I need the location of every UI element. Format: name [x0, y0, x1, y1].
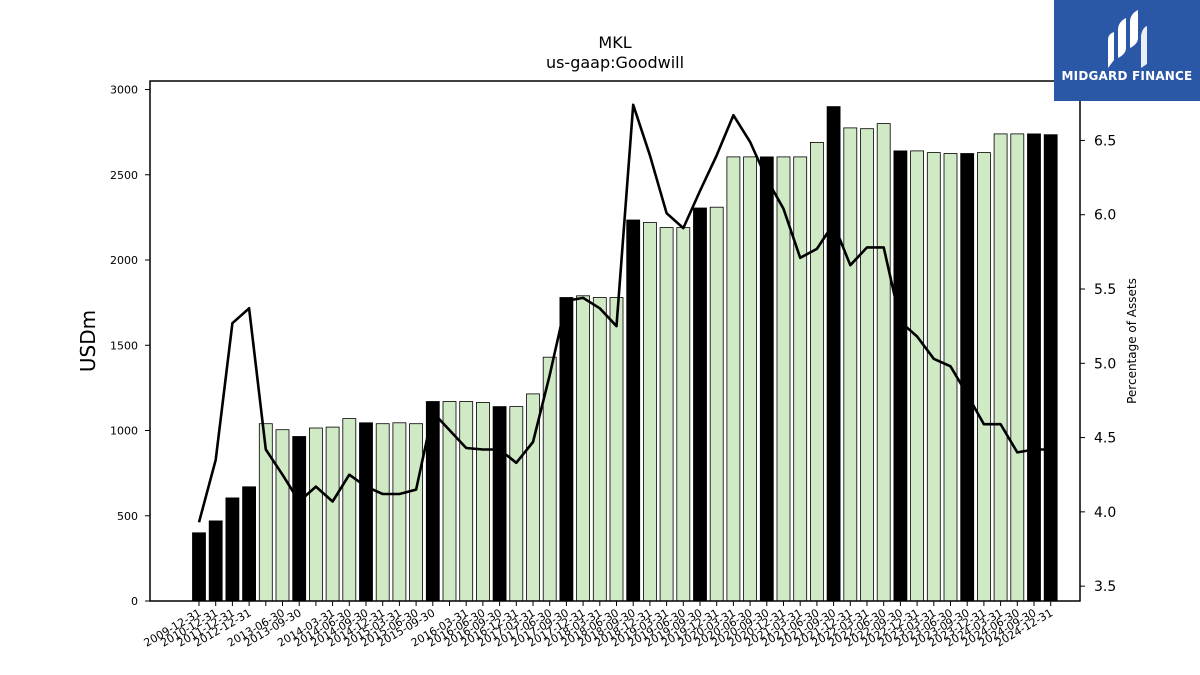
y2-tick-label: 6.5	[1094, 133, 1116, 149]
y-tick-label: 0	[131, 595, 138, 608]
chart-title: MKL	[598, 33, 632, 52]
bar	[960, 153, 975, 602]
bar	[1027, 133, 1041, 602]
y2-tick-label: 5.5	[1094, 282, 1116, 298]
bar	[993, 133, 1008, 602]
bar	[810, 141, 824, 602]
chart-subtitle: us-gaap:Goodwill	[545, 53, 685, 72]
bar	[876, 123, 891, 602]
bar	[275, 429, 290, 602]
bar	[392, 422, 407, 602]
y-tick-label: 1000	[110, 425, 138, 438]
y2-tick-label: 4.0	[1094, 505, 1116, 521]
bar	[977, 152, 991, 602]
bar	[943, 153, 958, 602]
bar	[409, 423, 424, 602]
percentage-line	[197, 103, 1051, 523]
bar	[743, 156, 757, 602]
y2-tick-label: 6.0	[1094, 208, 1116, 224]
brand-logo: MIDGARD FINANCE	[1054, 0, 1200, 101]
bar	[292, 436, 307, 602]
bar	[342, 418, 357, 602]
bar	[659, 227, 674, 602]
y2-tick-label: 4.5	[1094, 431, 1116, 447]
y2-tick-label: 5.0	[1094, 356, 1116, 372]
bar	[626, 219, 641, 602]
y2-tick-label: 3.5	[1094, 579, 1116, 595]
bar	[308, 427, 323, 602]
bar	[192, 532, 206, 602]
midgard-logo-icon	[1108, 10, 1147, 68]
y-axis-label: USDm	[76, 310, 100, 372]
bar	[359, 422, 373, 602]
bar	[910, 150, 924, 602]
bar	[609, 297, 624, 602]
bar	[726, 156, 741, 602]
brand-logo-text: MIDGARD FINANCE	[1061, 69, 1193, 83]
bar	[759, 156, 774, 602]
bar	[475, 401, 490, 602]
bar	[559, 297, 574, 602]
y-tick-label: 1500	[110, 339, 138, 352]
bar	[843, 127, 858, 602]
bar	[225, 497, 240, 602]
y-tick-label: 500	[117, 510, 138, 523]
bar	[926, 152, 941, 602]
bar	[1010, 133, 1025, 602]
bar	[793, 156, 808, 602]
bar	[208, 520, 223, 602]
bar	[693, 207, 707, 602]
bar	[509, 406, 524, 602]
y2-axis-label: Percentage of Assets	[1125, 278, 1139, 404]
bar	[576, 295, 590, 602]
bar	[459, 401, 474, 602]
bar	[592, 297, 607, 602]
bar	[709, 206, 724, 602]
bar	[242, 486, 257, 602]
plot-frame	[149, 80, 1081, 602]
bar	[643, 222, 657, 602]
bar	[325, 426, 340, 602]
bar	[893, 150, 908, 602]
bar	[492, 406, 507, 602]
bar	[375, 423, 390, 602]
bar	[860, 128, 874, 602]
y-tick-label: 2500	[110, 169, 138, 182]
bar	[1043, 134, 1058, 602]
y-tick-label: 2000	[110, 254, 138, 267]
y-tick-label: 3000	[110, 84, 138, 97]
bar	[676, 227, 691, 602]
bar	[826, 106, 841, 602]
